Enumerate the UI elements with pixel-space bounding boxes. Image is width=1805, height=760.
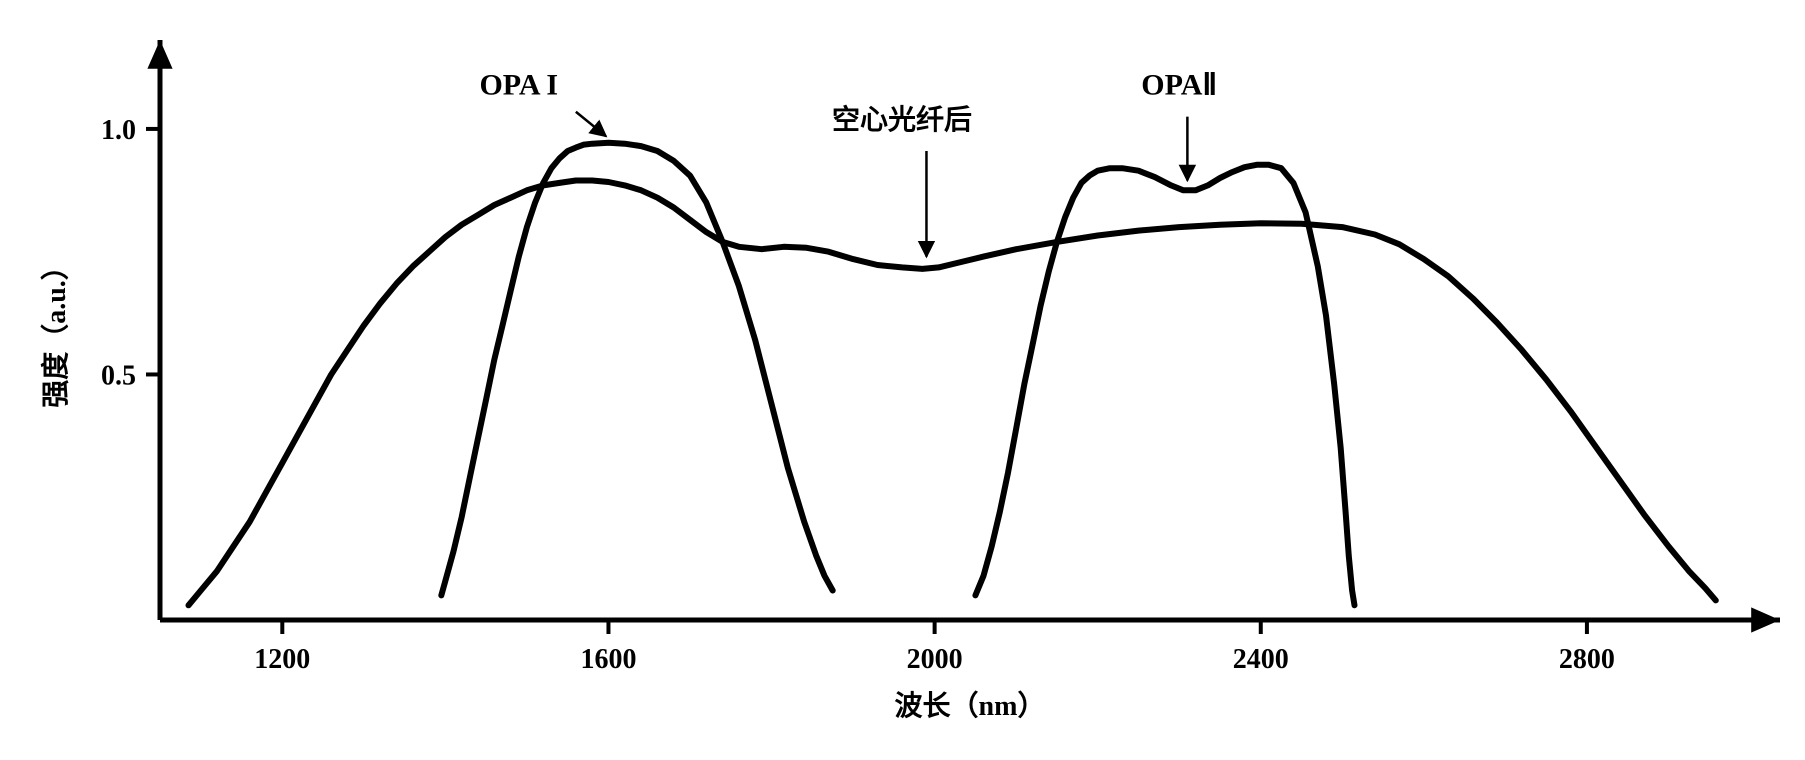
x-axis-arrow <box>1751 607 1780 632</box>
x-tick-label: 2000 <box>907 644 963 675</box>
y-tick-label: 0.5 <box>101 360 136 391</box>
x-axis-label: 波长（nm） <box>895 689 1046 722</box>
spectrum-chart: 1200 1600 2000 2400 2800 波长（nm） 0.5 1.0 强度（a.u.）… <box>0 0 1805 760</box>
x-tick-label: 2400 <box>1233 644 1289 675</box>
curve-hollow-fiber <box>189 181 1716 606</box>
x-tick-label: 1200 <box>254 644 310 675</box>
x-tick-label: 2800 <box>1559 644 1615 675</box>
opa1-label-arrow <box>576 112 606 137</box>
opa1-label: OPA I <box>479 69 558 102</box>
y-axis-label: 强度（a.u.） <box>39 252 72 408</box>
hollow-label: 空心光纤后 <box>832 103 972 136</box>
y-axis-arrow <box>147 40 172 69</box>
opa2-label: OPAⅡ <box>1141 69 1217 102</box>
x-tick-label: 1600 <box>580 644 636 675</box>
y-tick-label: 1.0 <box>101 115 136 146</box>
curve-opa1 <box>441 143 832 596</box>
